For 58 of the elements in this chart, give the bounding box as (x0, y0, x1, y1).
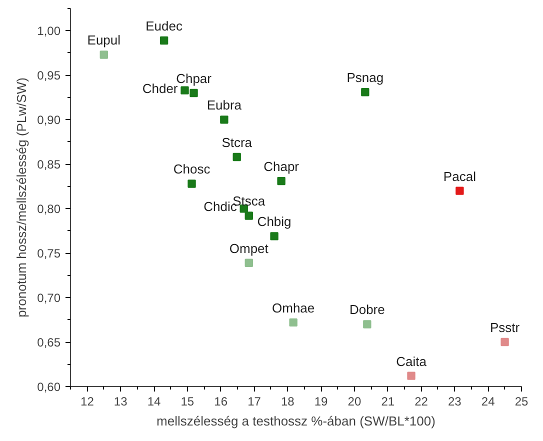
x-tick-label: 15 (180, 394, 194, 408)
annotation: Chder (142, 80, 178, 96)
point (289, 318, 298, 327)
point (363, 320, 372, 328)
y-tick-label: 0,70 (37, 291, 61, 306)
point (244, 258, 253, 267)
x-tick-label: 13 (114, 394, 128, 408)
y-tick-label: 0,95 (37, 68, 61, 83)
point (456, 186, 464, 195)
point (180, 86, 189, 94)
annotation: Psnag (346, 70, 384, 86)
point (100, 50, 108, 59)
annotation: Dobre (349, 302, 385, 318)
point (232, 152, 241, 162)
x-tick-label: 17 (248, 394, 262, 408)
y-tick-label: 0,80 (37, 202, 61, 216)
x-tick-label: 18 (280, 394, 295, 408)
x-tick-label: 12 (80, 394, 94, 408)
point (277, 176, 286, 186)
annotation: Chpar (176, 70, 212, 86)
x-tick-label: 16 (214, 394, 228, 408)
annotation: Chbig (257, 214, 292, 230)
annotation: Chosc (173, 162, 211, 177)
y-tick-label: 1,00 (37, 24, 61, 38)
annotation: Stcra (222, 135, 253, 150)
annotation: Chapr (264, 159, 300, 174)
x-axis-title: mellszélesség a testhossz %-ában (SW/BL*100) (156, 414, 436, 428)
x-tick-label: 21 (381, 394, 395, 408)
point (220, 116, 228, 124)
x-tick-label: 20 (348, 394, 362, 408)
x-tick-label: 14 (147, 394, 162, 408)
point (407, 372, 416, 380)
annotation: Ompet (229, 240, 269, 256)
point (361, 88, 370, 96)
point (270, 232, 278, 240)
x-tick-label: 22 (414, 394, 428, 408)
point (190, 88, 198, 98)
annotation: Caita (396, 354, 428, 369)
y-tick-label: 0,75 (37, 246, 61, 261)
x-tick-label: 24 (481, 394, 496, 408)
point (188, 180, 196, 188)
point (500, 338, 509, 346)
annotation: Omhae (272, 300, 315, 316)
y-tick-label: 0,90 (37, 113, 61, 128)
annotation: Pacal (443, 168, 476, 184)
point (244, 212, 253, 220)
x-tick-label: 23 (448, 394, 462, 408)
annotation: Eubra (206, 98, 242, 113)
x-tick-label: 19 (314, 394, 328, 408)
annotation: Eudec (146, 18, 183, 34)
y-tick-label: 0,65 (37, 336, 61, 350)
x-tick-label: 25 (514, 394, 528, 408)
y-tick-label: 0,60 (37, 380, 61, 394)
point (160, 36, 168, 45)
y-axis-title: pronotum hossz/mellszélesség (PLw/SW) (14, 78, 30, 318)
annotation: Eupul (87, 32, 121, 48)
y-tick-label: 0,85 (37, 158, 61, 172)
annotation: Psstr (490, 320, 520, 336)
